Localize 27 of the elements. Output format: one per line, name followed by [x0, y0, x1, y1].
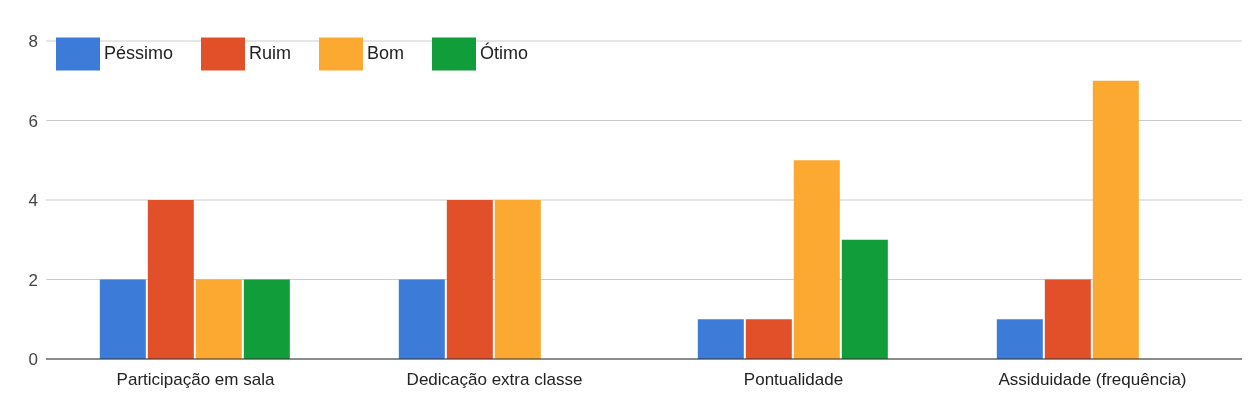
- bar: [1044, 279, 1091, 359]
- y-tick-label: 2: [28, 270, 38, 290]
- x-tick-label: Pontualidade: [743, 370, 844, 390]
- legend-label: Bom: [367, 42, 405, 63]
- bar: [745, 319, 792, 359]
- legend-label: Ótimo: [480, 42, 529, 63]
- bar: [99, 279, 146, 359]
- bar: [793, 160, 840, 359]
- bar: [1092, 80, 1139, 359]
- bar: [697, 319, 744, 359]
- bar: [841, 239, 888, 359]
- bar: [398, 279, 445, 359]
- legend-label: Péssimo: [104, 42, 174, 63]
- y-tick-label: 8: [28, 32, 38, 52]
- x-tick-label: Dedicação extra classe: [406, 370, 583, 390]
- bar: [147, 200, 194, 359]
- bar: [195, 279, 242, 359]
- legend-label: Ruim: [249, 42, 292, 63]
- x-tick-label: Assiduidade (frequência): [998, 370, 1187, 390]
- bar: [494, 200, 541, 359]
- y-tick-label: 6: [28, 111, 38, 131]
- y-tick-label: 0: [28, 350, 38, 370]
- bar: [446, 200, 493, 359]
- bar: [996, 319, 1043, 359]
- y-tick-label: 4: [28, 191, 38, 211]
- x-tick-label: Participação em sala: [116, 370, 275, 390]
- bar: [243, 279, 290, 359]
